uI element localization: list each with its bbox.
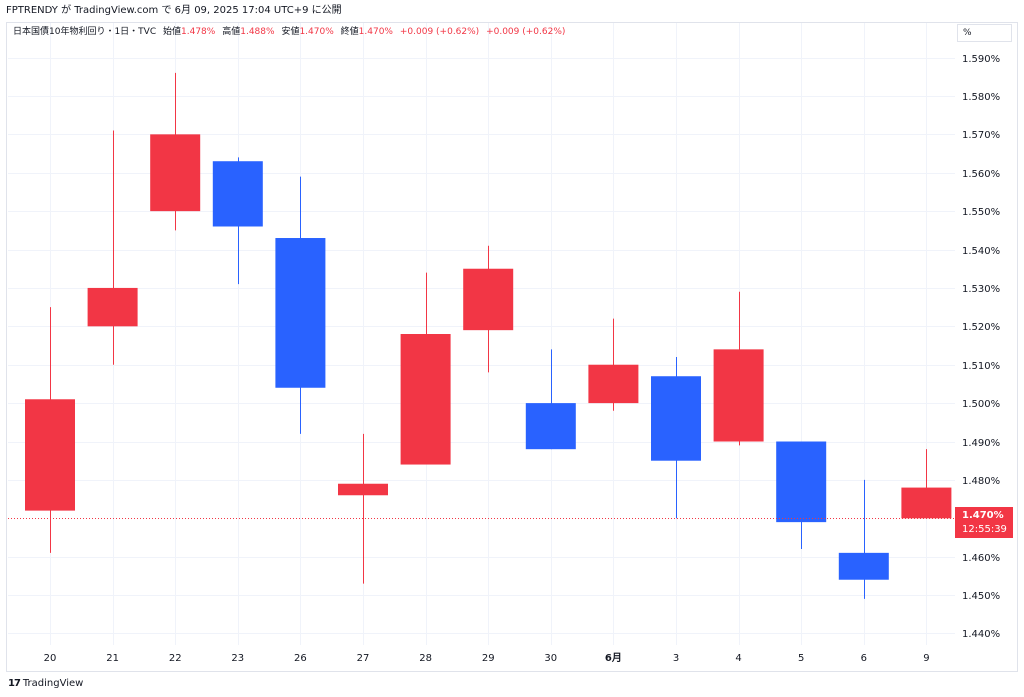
ohlc-legend: 日本国債10年物利回り・1日・TVC 始値1.478% 高値1.488% 安値1… [13,25,565,39]
candle-body [275,238,326,388]
candle-body [87,287,138,327]
y-axis: 1.590% 1.580% 1.570% 1.560% 1.550% 1.540% 1.53… [962,54,1000,640]
x-tick-label: 28 [419,653,432,664]
candle-body [651,376,701,461]
candle-body [525,403,576,450]
low-value: 1.470% [299,27,334,37]
x-axis: 20 21 22 23 26 27 28 29 30 6月 3 4 5 6 9 [44,652,930,664]
candle [588,318,639,411]
x-tick-label: 22 [169,653,182,664]
x-tick-label: 20 [44,653,57,664]
y-tick-label: 1.460% [962,553,1000,564]
candle-body [838,552,889,580]
candle [838,479,889,599]
last-price-tag: 1.470% 12:55:39 [955,507,1013,538]
publish-info: FPTRENDY が TradingView.com で 6月 09, 2025… [6,5,342,16]
change-percent: +0.009 (+0.62%) [486,27,566,37]
candle [25,307,75,553]
x-tick-label: 30 [544,653,557,664]
x-tick-label: 6月 [605,652,622,664]
candle [87,130,138,365]
tradingview-logo-text: TradingView [22,678,84,689]
y-tick-label: 1.510% [962,361,1000,372]
x-tick-label: 21 [106,653,119,664]
candle-body [713,349,764,442]
candle-body [212,161,263,227]
y-tick-label: 1.520% [962,322,1000,333]
x-tick-label: 26 [294,653,307,664]
high-label: 高値 [222,27,241,37]
y-tick-label: 1.540% [962,246,1000,257]
candle-body [776,441,827,523]
x-tick-label: 23 [231,653,244,664]
x-tick-label: 27 [357,653,370,664]
candle [212,157,263,285]
y-tick-label: 1.500% [962,399,1000,410]
x-tick-label: 29 [482,653,495,664]
bar-countdown: 12:55:39 [962,524,1007,535]
chart-frame [6,22,1018,672]
tradingview-logo[interactable]: 17 TradingView [8,676,83,692]
grid-lines [8,23,955,645]
candle-body [338,483,388,496]
high-value: 1.488% [240,27,275,37]
candle-body [463,268,514,331]
candle [275,176,326,434]
candle [150,72,201,231]
candle-body [150,134,201,212]
y-tick-label: 1.550% [962,207,1000,218]
candle-body [901,487,952,519]
open-value: 1.478% [181,27,216,37]
candle [525,349,576,450]
close-label: 終値 [340,27,359,37]
percent-scale-button[interactable]: % [957,24,1012,42]
change-value: +0.009 (+0.62%) [399,27,480,37]
y-tick-label: 1.450% [962,591,1000,602]
x-tick-label: 6 [861,653,867,664]
candle-body [25,399,75,511]
candle [713,291,764,446]
y-tick-label: 1.440% [962,629,1000,640]
candle [400,272,451,465]
y-tick-label: 1.590% [962,54,1000,65]
candle-body [400,334,451,465]
open-label: 始値 [163,27,182,37]
y-tick-label: 1.530% [962,284,1000,295]
x-tick-label: 5 [798,653,804,664]
candle-body [588,364,639,404]
x-tick-label: 4 [735,653,741,664]
y-tick-label: 1.570% [962,130,1000,141]
tradingview-logo-icon: 17 [8,678,21,689]
candle [776,441,827,550]
x-tick-label: 3 [673,653,679,664]
x-tick-label: 9 [923,653,929,664]
candle [463,245,514,373]
y-tick-label: 1.490% [962,438,1000,449]
candle [901,449,952,519]
candle [651,357,701,519]
last-price-value: 1.470% [962,510,1004,521]
y-tick-label: 1.560% [962,169,1000,180]
y-tick-label: 1.480% [962,476,1000,487]
close-value: 1.470% [358,27,393,37]
candle [338,433,388,584]
symbol-label: 日本国債10年物利回り・1日・TVC [13,27,157,37]
candles [25,72,952,599]
low-label: 安値 [281,27,300,37]
y-tick-label: 1.580% [962,92,1000,103]
